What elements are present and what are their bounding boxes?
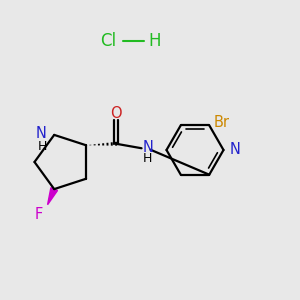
Text: H: H [148,32,161,50]
Text: Cl: Cl [100,32,116,50]
Text: N: N [230,142,241,158]
Text: H: H [143,152,152,165]
Text: H: H [37,140,47,153]
Text: O: O [110,106,122,121]
Text: N: N [143,140,154,154]
Text: Br: Br [214,115,230,130]
Polygon shape [48,188,58,205]
Text: N: N [36,126,47,141]
Text: F: F [35,207,43,222]
